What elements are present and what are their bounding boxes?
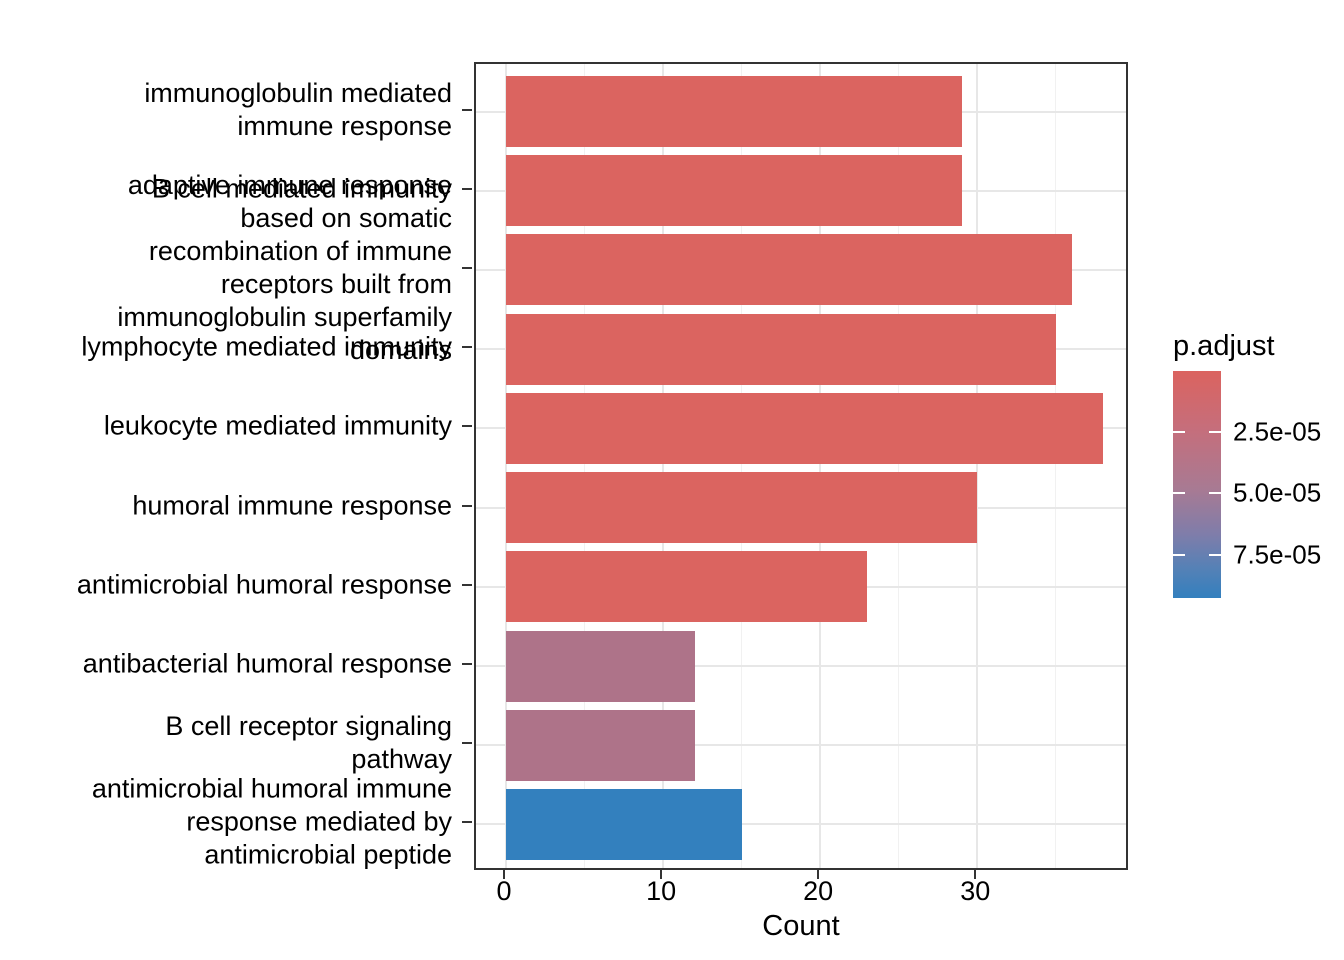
- legend-tick-label: 2.5e-05: [1233, 416, 1322, 447]
- y-tick: [462, 346, 472, 349]
- bar-6: [506, 551, 868, 623]
- y-axis-label: antimicrobial humoral immune response med…: [91, 773, 452, 870]
- gridline-major: [505, 64, 507, 868]
- gridline-row: [476, 823, 1126, 826]
- gridline-minor: [584, 64, 586, 868]
- plot-panel: [474, 62, 1128, 870]
- x-tick: [503, 870, 505, 879]
- y-tick: [462, 187, 472, 190]
- gridline-major: [819, 64, 822, 868]
- y-axis-label: antimicrobial humoral response: [76, 569, 452, 600]
- y-axis-label: immunoglobulin mediated immune response: [144, 77, 452, 141]
- legend-tick-label: 5.0e-05: [1233, 477, 1322, 508]
- bar-5: [506, 472, 978, 544]
- legend-tick: [1209, 491, 1221, 494]
- x-tick: [660, 870, 663, 879]
- gridline-major: [662, 64, 665, 868]
- gridline-row: [476, 665, 1126, 667]
- legend-tick: [1173, 491, 1185, 494]
- x-axis-title: Count: [762, 910, 840, 942]
- bar-1: [506, 155, 962, 227]
- legend-tick: [1209, 553, 1221, 556]
- y-tick: [462, 821, 472, 824]
- y-axis-label: antibacterial humoral response: [82, 648, 452, 679]
- x-tick-label: 30: [960, 876, 991, 906]
- bar-0: [506, 76, 962, 147]
- x-tick: [817, 870, 820, 879]
- gridline-minor: [1055, 64, 1057, 868]
- gridline-major: [976, 64, 979, 868]
- bar-3: [506, 313, 1056, 385]
- y-axis-label: B cell mediated immunity: [151, 173, 452, 204]
- legend-gradient-bar: [1173, 371, 1221, 598]
- legend-colorbar: p.adjust 2.5e-05 5.0e-05 7.5e-05: [1160, 320, 1344, 620]
- bar-8: [506, 709, 695, 781]
- y-axis-label: humoral immune response: [132, 490, 452, 521]
- y-axis-label: leukocyte mediated immunity: [103, 410, 452, 441]
- gridline-minor: [741, 64, 743, 868]
- y-axis-label: lymphocyte mediated immunity: [81, 331, 452, 362]
- gridline-minor: [898, 64, 900, 868]
- y-axis-label: adaptive immune response based on somatic…: [117, 169, 452, 365]
- y-tick: [462, 266, 472, 269]
- legend-tick: [1173, 430, 1185, 433]
- y-axis-label: B cell receptor signaling pathway: [165, 711, 452, 775]
- legend-tick: [1173, 553, 1185, 556]
- gridline-row: [476, 744, 1126, 747]
- legend-tick: [1209, 430, 1221, 433]
- y-tick: [462, 504, 472, 507]
- x-tick-label: 10: [646, 876, 677, 906]
- x-tick-label: 0: [496, 876, 512, 906]
- x-tick: [974, 870, 977, 879]
- y-tick: [462, 425, 472, 428]
- y-tick: [462, 583, 472, 586]
- y-tick: [462, 108, 472, 111]
- x-tick-label: 20: [803, 876, 834, 906]
- bar-9: [506, 788, 742, 860]
- y-tick: [462, 742, 472, 745]
- bar-2: [506, 234, 1072, 306]
- legend-title: p.adjust: [1173, 330, 1275, 362]
- y-tick: [462, 663, 472, 665]
- bar-4: [506, 392, 1103, 464]
- legend-tick-label: 7.5e-05: [1233, 539, 1322, 570]
- bar-7: [506, 630, 695, 702]
